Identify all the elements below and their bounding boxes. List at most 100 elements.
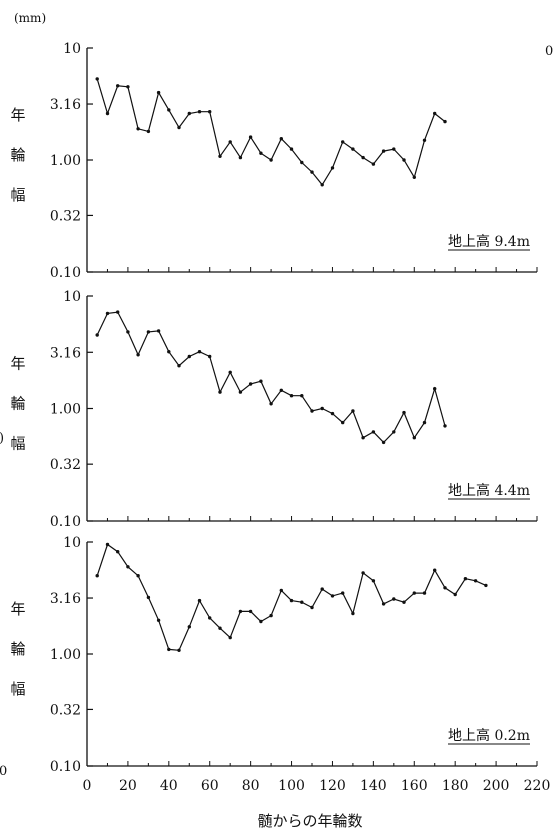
y-tick-label: 10 xyxy=(63,289,81,305)
x-tick-label: 160 xyxy=(401,778,428,794)
data-point xyxy=(412,175,416,179)
data-point xyxy=(238,390,243,394)
data-point xyxy=(289,147,294,151)
data-point xyxy=(279,137,283,141)
data-point xyxy=(361,571,365,575)
data-point xyxy=(167,108,171,112)
data-point xyxy=(351,611,355,616)
data-point xyxy=(136,574,140,578)
data-point xyxy=(443,586,447,590)
y-tick-label: 0.32 xyxy=(50,702,81,718)
data-point xyxy=(361,436,365,440)
data-point xyxy=(341,591,345,595)
data-point xyxy=(208,354,212,359)
data-point xyxy=(218,626,222,630)
data-point xyxy=(422,138,427,142)
data-point xyxy=(463,577,468,581)
data-point xyxy=(310,605,314,610)
data-point xyxy=(248,609,253,614)
unit-label: (mm) xyxy=(14,11,46,25)
y-axis-label-char: 幅 xyxy=(10,435,25,453)
height-label: 地上高 4.4m xyxy=(448,482,530,499)
data-point xyxy=(177,364,181,368)
data-point xyxy=(422,591,427,595)
x-tick-label: 80 xyxy=(242,778,260,794)
data-point xyxy=(300,600,304,604)
data-point xyxy=(126,330,130,334)
y-tick-label: 3.16 xyxy=(50,591,81,607)
data-point xyxy=(484,583,488,588)
data-point xyxy=(453,592,457,597)
x-axis-title: 髄からの年輪数 xyxy=(257,812,362,830)
y-axis-label-char: 年 xyxy=(10,355,25,373)
data-point xyxy=(392,597,396,601)
data-point xyxy=(341,420,345,425)
data-point xyxy=(146,330,151,334)
y-tick-label: 1.00 xyxy=(50,647,81,663)
y-tick-label: 10 xyxy=(63,535,81,551)
data-point xyxy=(177,648,181,652)
y-tick-label: 0.10 xyxy=(50,759,81,775)
data-point xyxy=(443,424,447,428)
data-point xyxy=(443,119,447,124)
data-point xyxy=(248,135,253,139)
y-tick-label: 0.32 xyxy=(50,208,81,224)
data-point xyxy=(412,436,416,440)
edge-mark-bottom: 0 xyxy=(0,764,7,779)
data-point xyxy=(351,409,355,413)
data-point xyxy=(116,310,120,314)
data-point xyxy=(402,410,406,415)
data-point xyxy=(310,170,314,174)
y-axis-label-char: 輪 xyxy=(10,395,25,413)
data-point xyxy=(208,110,212,114)
y-tick-label: 1.00 xyxy=(50,153,81,169)
data-point xyxy=(218,390,222,394)
data-point xyxy=(402,600,406,604)
data-point xyxy=(146,595,151,600)
data-point xyxy=(269,402,273,406)
data-point xyxy=(351,147,355,151)
data-point xyxy=(238,609,243,614)
x-tick-label: 220 xyxy=(524,778,551,794)
data-point xyxy=(136,353,140,357)
data-point xyxy=(371,579,376,583)
data-point xyxy=(146,129,151,134)
data-point xyxy=(289,598,294,603)
data-point xyxy=(269,158,273,162)
data-point xyxy=(187,354,191,359)
data-point xyxy=(167,350,171,354)
data-point xyxy=(330,594,335,598)
x-tick-label: 60 xyxy=(201,778,219,794)
data-point xyxy=(310,409,314,413)
data-point xyxy=(381,602,386,606)
data-point xyxy=(320,406,324,411)
data-point xyxy=(300,394,304,398)
data-point xyxy=(381,440,386,445)
y-axis-label-char: 幅 xyxy=(10,186,25,204)
edge-mark-middle: ) xyxy=(0,431,4,446)
data-point xyxy=(279,388,283,392)
data-point xyxy=(228,140,232,144)
data-point xyxy=(259,379,263,383)
data-point xyxy=(187,625,191,629)
data-point xyxy=(105,311,110,316)
data-point xyxy=(95,333,99,337)
x-tick-label: 20 xyxy=(119,778,137,794)
data-point xyxy=(269,613,273,618)
edge-mark-top: 0 xyxy=(545,44,553,59)
x-tick-label: 100 xyxy=(278,778,305,794)
data-point xyxy=(156,329,161,333)
x-tick-label: 0 xyxy=(83,778,92,794)
data-point xyxy=(105,111,110,116)
y-axis-label-char: 輪 xyxy=(10,640,25,658)
data-point xyxy=(371,430,376,434)
x-tick-label: 120 xyxy=(319,778,346,794)
data-point xyxy=(156,90,161,95)
data-point xyxy=(105,542,110,547)
y-tick-label: 3.16 xyxy=(50,97,81,113)
data-point xyxy=(433,111,437,116)
